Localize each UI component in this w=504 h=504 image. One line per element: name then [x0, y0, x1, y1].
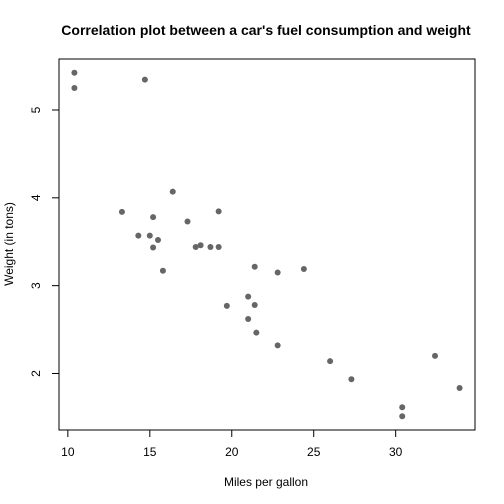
data-point — [274, 269, 281, 276]
data-point — [251, 301, 258, 308]
data-point — [192, 244, 199, 251]
data-point — [184, 218, 191, 225]
data-point — [274, 342, 281, 349]
data-point — [245, 316, 252, 323]
data-point — [135, 232, 142, 239]
data-point — [146, 232, 153, 239]
data-point — [215, 208, 222, 215]
data-point — [155, 236, 162, 243]
data-point — [169, 188, 176, 195]
data-point — [141, 76, 148, 83]
x-tick-label: 15 — [143, 445, 157, 459]
data-point — [207, 244, 214, 251]
x-tick-label: 25 — [307, 445, 321, 459]
chart-title: Correlation plot between a car's fuel co… — [61, 22, 471, 38]
y-tick-label: 5 — [29, 106, 43, 113]
data-point — [348, 376, 355, 383]
x-tick-label: 30 — [389, 445, 403, 459]
data-point — [223, 302, 230, 309]
data-point — [150, 244, 157, 251]
y-tick-label: 2 — [29, 370, 43, 377]
y-axis: 2 3 4 5 — [29, 106, 60, 377]
data-point — [71, 69, 78, 76]
data-point — [150, 214, 157, 221]
plot-frame — [58, 58, 476, 431]
data-point — [253, 329, 260, 336]
data-point — [215, 244, 222, 251]
data-points — [71, 69, 463, 420]
data-point — [432, 352, 439, 359]
data-point — [71, 85, 78, 92]
data-point — [159, 267, 166, 274]
y-tick-label: 3 — [29, 282, 43, 289]
x-tick-label: 10 — [61, 445, 75, 459]
data-point — [399, 413, 406, 420]
data-point — [245, 293, 252, 300]
data-point — [399, 404, 406, 411]
data-point — [118, 208, 125, 215]
data-point — [251, 263, 258, 270]
y-axis-label: Weight (in tons) — [2, 202, 16, 286]
y-tick-label: 4 — [29, 194, 43, 201]
data-point — [456, 384, 463, 391]
data-point — [197, 242, 204, 249]
x-axis: 10 15 20 25 30 — [61, 429, 403, 459]
x-tick-label: 20 — [225, 445, 239, 459]
data-point — [327, 358, 334, 365]
x-axis-label: Miles per gallon — [224, 475, 308, 489]
data-point — [300, 265, 307, 272]
